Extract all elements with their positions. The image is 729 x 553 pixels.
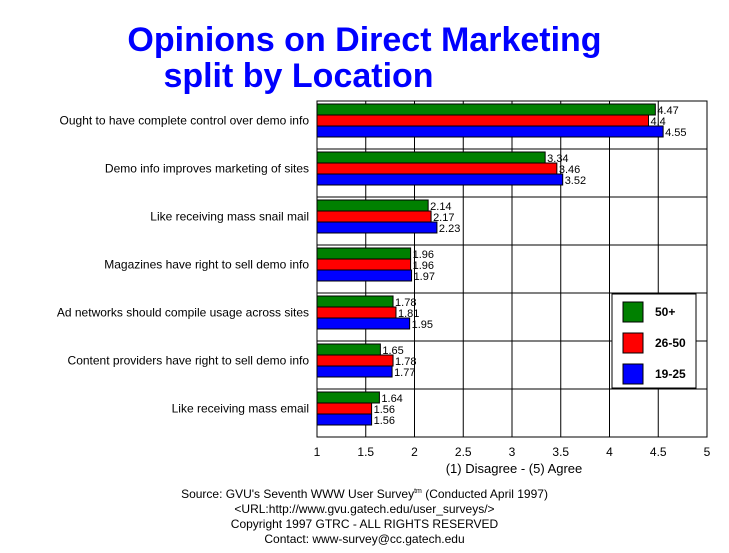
copyright: Copyright 1997 GTRC - ALL RIGHTS RESERVE… bbox=[230, 517, 499, 531]
bar-50+ bbox=[316, 247, 412, 260]
legend: 50+ 26-50 19-25 bbox=[611, 293, 697, 389]
bar-50+ bbox=[316, 295, 394, 308]
x-tick-label: 5 bbox=[704, 445, 711, 459]
category-label: Magazines have right to sell demo info bbox=[104, 258, 309, 272]
bar-50+ bbox=[316, 103, 656, 116]
bar-19-25 bbox=[316, 413, 373, 426]
category-label: Ought to have complete control over demo… bbox=[60, 114, 310, 128]
data-label: 4.55 bbox=[665, 127, 686, 139]
data-label: 4.47 bbox=[657, 105, 678, 117]
contact: Contact: www-survey@cc.gatech.edu bbox=[264, 532, 465, 546]
x-tick-label: 3 bbox=[509, 445, 516, 459]
data-label: 4.4 bbox=[651, 116, 666, 128]
legend-swatch-26-50 bbox=[622, 332, 644, 354]
bar-19-25 bbox=[316, 221, 438, 234]
legend-label: 19-25 bbox=[655, 367, 686, 381]
source-line: Source: GVU's Seventh WWW User Surveytm … bbox=[0, 484, 729, 502]
category-label: Like receiving mass email bbox=[172, 402, 309, 416]
data-label: 1.96 bbox=[413, 260, 434, 272]
footer: Source: GVU's Seventh WWW User Surveytm … bbox=[0, 484, 729, 547]
source-prefix: Source: GVU's Seventh WWW User Survey bbox=[181, 487, 415, 501]
data-label: 1.78 bbox=[395, 297, 416, 309]
bar-26-50 bbox=[316, 114, 649, 127]
bar-19-25 bbox=[316, 269, 413, 282]
bar-50+ bbox=[316, 151, 546, 164]
bar-50+ bbox=[316, 391, 380, 404]
source-suffix: (Conducted April 1997) bbox=[421, 487, 548, 501]
data-label: 1.78 bbox=[395, 356, 416, 368]
x-tick-label: 3.5 bbox=[552, 445, 569, 459]
bar-50+ bbox=[316, 199, 429, 212]
x-tick-label: 1.5 bbox=[357, 445, 374, 459]
bar-26-50 bbox=[316, 162, 558, 175]
legend-swatch-50+ bbox=[622, 301, 644, 323]
chart-title: Opinions on Direct Marketing split by Lo… bbox=[0, 22, 729, 94]
bar-50+ bbox=[316, 343, 381, 356]
bar-19-25 bbox=[316, 365, 393, 378]
bar-26-50 bbox=[316, 402, 373, 415]
chart-title-line1: Opinions on Direct Marketing bbox=[127, 21, 602, 59]
bar-26-50 bbox=[316, 306, 397, 319]
bar-19-25 bbox=[316, 317, 411, 330]
x-tick-label: 4.5 bbox=[650, 445, 667, 459]
x-tick-label: 4 bbox=[606, 445, 613, 459]
data-label: 1.56 bbox=[374, 415, 395, 427]
bar-26-50 bbox=[316, 210, 432, 223]
bar-19-25 bbox=[316, 173, 564, 186]
x-tick-label: 1 bbox=[314, 445, 321, 459]
data-label: 3.34 bbox=[547, 153, 568, 165]
data-label: 1.65 bbox=[382, 345, 403, 357]
data-label: 2.14 bbox=[430, 201, 451, 213]
category-label: Demo info improves marketing of sites bbox=[105, 162, 309, 176]
category-label: Ad networks should compile usage across … bbox=[57, 306, 309, 320]
data-label: 1.56 bbox=[374, 404, 395, 416]
data-label: 3.52 bbox=[565, 175, 586, 187]
data-label: 1.64 bbox=[381, 393, 402, 405]
bar-26-50 bbox=[316, 354, 394, 367]
x-axis-label: (1) Disagree - (5) Agree bbox=[446, 461, 583, 476]
source-url: <URL:http://www.gvu.gatech.edu/user_surv… bbox=[234, 502, 495, 516]
data-label: 1.96 bbox=[413, 249, 434, 261]
category-label: Like receiving mass snail mail bbox=[150, 210, 309, 224]
chart-subtitle: split by Location bbox=[163, 57, 434, 95]
data-label: 2.23 bbox=[439, 223, 460, 235]
data-label: 1.97 bbox=[414, 271, 435, 283]
x-tick-label: 2.5 bbox=[455, 445, 472, 459]
data-label: 1.77 bbox=[394, 367, 415, 379]
bar-19-25 bbox=[316, 125, 664, 138]
data-label: 3.46 bbox=[559, 164, 580, 176]
data-label: 1.95 bbox=[412, 319, 433, 331]
data-label: 1.81 bbox=[398, 308, 419, 320]
x-tick-label: 2 bbox=[411, 445, 418, 459]
legend-label: 26-50 bbox=[655, 336, 686, 350]
data-label: 2.17 bbox=[433, 212, 454, 224]
bar-26-50 bbox=[316, 258, 412, 271]
legend-label: 50+ bbox=[655, 305, 675, 319]
category-label: Content providers have right to sell dem… bbox=[68, 354, 310, 368]
trademark-sup: tm bbox=[414, 488, 422, 495]
legend-swatch-19-25 bbox=[622, 363, 644, 385]
